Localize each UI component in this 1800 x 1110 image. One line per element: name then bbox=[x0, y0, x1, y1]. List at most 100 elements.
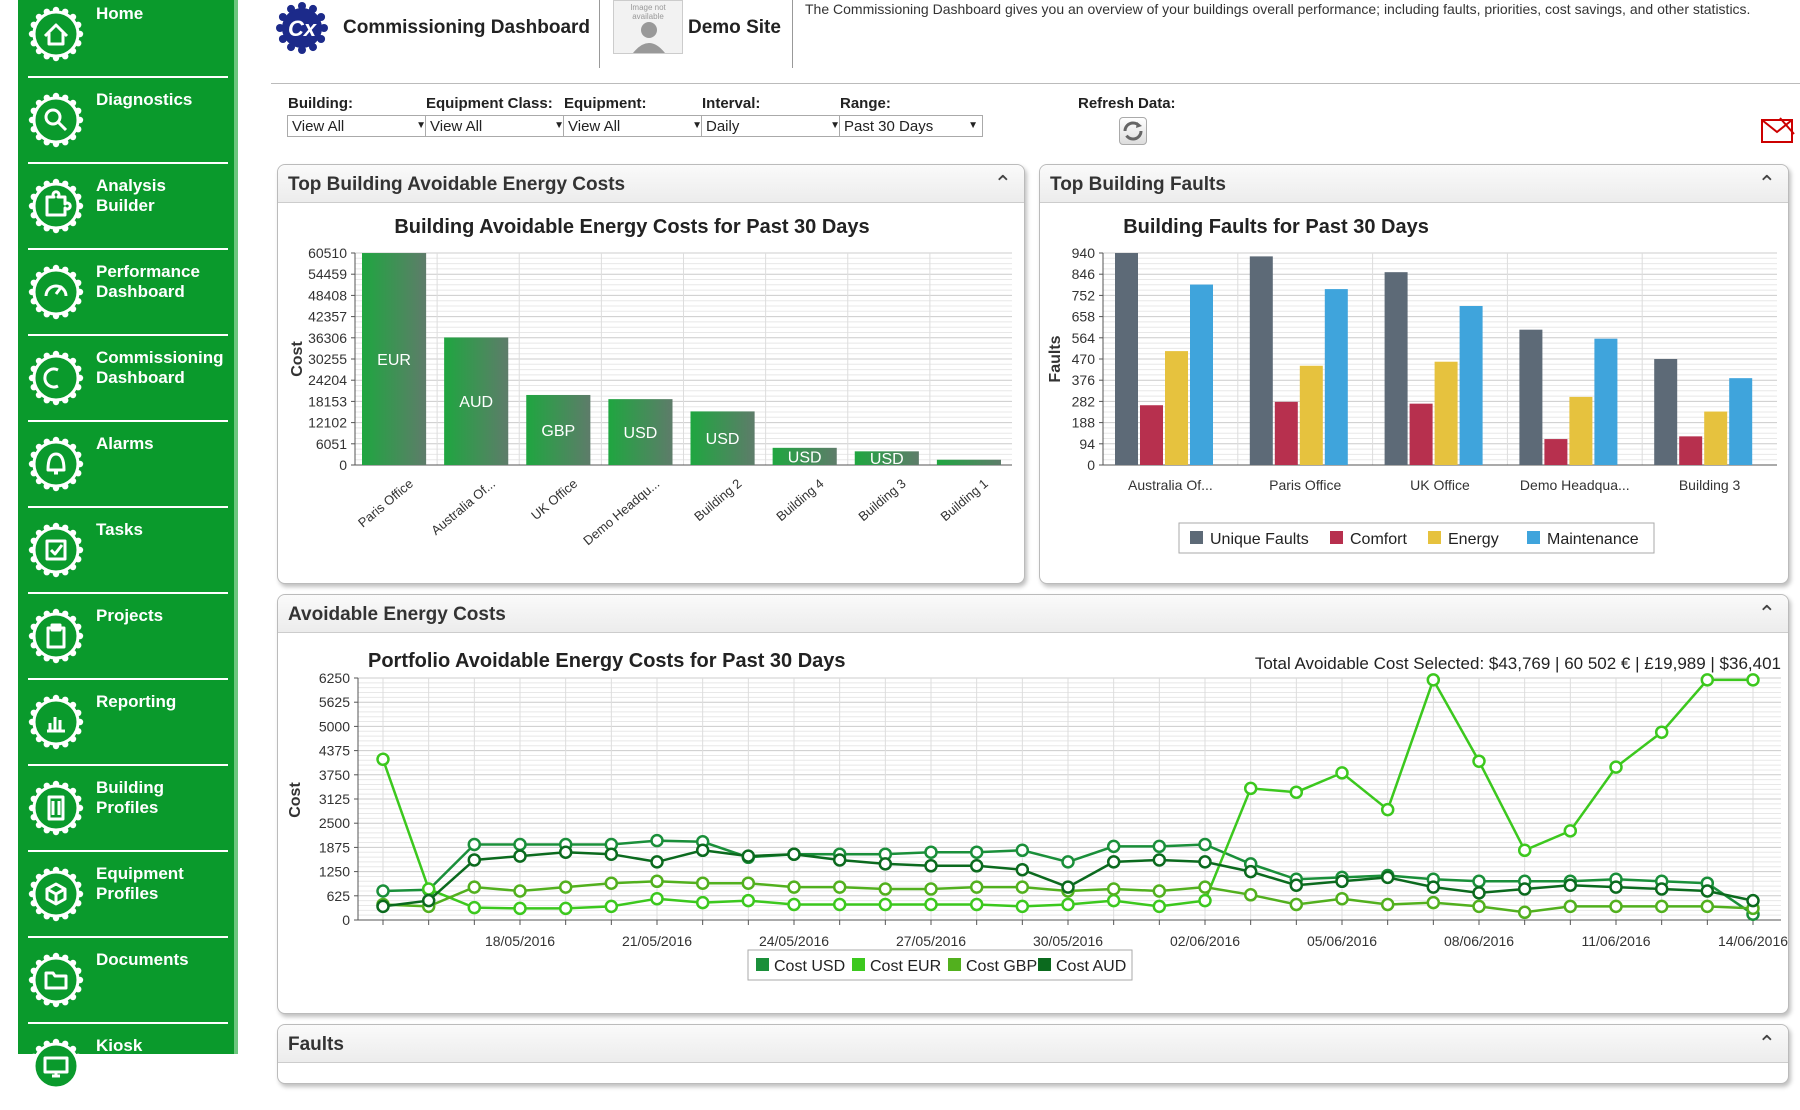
filter-label: Equipment: bbox=[564, 95, 647, 112]
data-point bbox=[1152, 899, 1167, 914]
icon-ring bbox=[32, 1042, 80, 1090]
data-point bbox=[924, 897, 938, 912]
filter-select[interactable]: View All ▼ bbox=[287, 115, 431, 137]
pdf-export-icon[interactable] bbox=[1760, 116, 1796, 146]
data-point bbox=[695, 876, 710, 890]
icon-glyph bbox=[45, 882, 67, 906]
data-point bbox=[513, 837, 527, 852]
logo-tooth bbox=[287, 43, 295, 52]
filter-label: Equipment Class: bbox=[426, 95, 553, 112]
x-tick-label: Building 2 bbox=[691, 476, 744, 524]
sidebar-item-home[interactable]: Home bbox=[18, 0, 234, 78]
refresh-button[interactable] bbox=[1119, 117, 1147, 145]
bar bbox=[1729, 378, 1753, 465]
icon-glyph bbox=[44, 284, 68, 297]
collapse-icon[interactable]: ⌃ bbox=[993, 171, 1012, 196]
bar bbox=[936, 459, 1001, 465]
filter-select[interactable]: View All ▼ bbox=[425, 115, 569, 137]
sidebar-separator bbox=[28, 1022, 228, 1024]
data-point bbox=[1380, 897, 1395, 912]
data-point bbox=[1243, 888, 1258, 902]
sidebar-item-analysis-builder[interactable]: Analysis Builder bbox=[18, 172, 234, 250]
data-point bbox=[1106, 882, 1121, 896]
chevron-down-icon: ▼ bbox=[416, 120, 426, 131]
chart-title: Portfolio Avoidable Energy Costs for Pas… bbox=[368, 650, 846, 672]
sidebar-item-label: Alarms bbox=[96, 434, 154, 453]
x-tick-label: 02/06/2016 bbox=[1170, 933, 1240, 949]
collapse-icon[interactable]: ⌃ bbox=[1757, 171, 1776, 196]
logo-tooth bbox=[309, 43, 317, 52]
x-tick-label: 24/05/2016 bbox=[759, 933, 829, 949]
sidebar-item-commissioning-dashboard[interactable]: Commissioning Dashboard bbox=[18, 344, 234, 422]
data-point bbox=[1746, 673, 1760, 687]
data-point bbox=[1106, 893, 1121, 908]
filter-select[interactable]: Daily ▼ bbox=[701, 115, 845, 137]
y-tick-label: 282 bbox=[1072, 393, 1096, 409]
bar-label: EUR bbox=[377, 352, 411, 369]
icon-glyph bbox=[46, 623, 66, 649]
sidebar-item-projects[interactable]: Projects bbox=[18, 602, 234, 680]
sidebar-item-tasks[interactable]: Tasks bbox=[18, 516, 234, 594]
data-point bbox=[1198, 893, 1212, 908]
sidebar-item-equipment-profiles[interactable]: Equipment Profiles bbox=[18, 860, 234, 938]
sidebar-item-alarms[interactable]: Alarms bbox=[18, 430, 234, 508]
sidebar-item-building-profiles[interactable]: Building Profiles bbox=[18, 774, 234, 852]
data-point bbox=[558, 901, 573, 916]
panel-header: Top Building Faults ⌃ bbox=[1040, 165, 1788, 203]
data-point bbox=[1426, 880, 1441, 894]
sidebar-item-diagnostics[interactable]: Diagnostics bbox=[18, 86, 234, 164]
x-tick-label: 05/06/2016 bbox=[1307, 933, 1377, 949]
x-tick-label: 08/06/2016 bbox=[1444, 933, 1514, 949]
x-tick-label: Demo Headqu... bbox=[580, 476, 662, 548]
x-tick-label: 30/05/2016 bbox=[1033, 933, 1103, 949]
data-point bbox=[1609, 880, 1623, 894]
y-tick-label: 376 bbox=[1072, 372, 1096, 388]
data-point bbox=[1517, 882, 1532, 896]
sidebar-item-label: Documents bbox=[96, 950, 189, 969]
panel-title: Top Building Avoidable Energy Costs bbox=[288, 174, 626, 195]
data-point bbox=[878, 857, 893, 871]
bar-label: GBP bbox=[541, 423, 575, 440]
diagnostics-icon bbox=[28, 92, 84, 148]
legend-swatch bbox=[1190, 531, 1203, 544]
filter-select[interactable]: View All ▼ bbox=[563, 115, 707, 137]
cx-logo-icon: Cx bbox=[276, 2, 328, 54]
sidebar-separator bbox=[28, 420, 228, 422]
data-point bbox=[1061, 855, 1075, 869]
data-point bbox=[650, 874, 664, 889]
sidebar-item-documents[interactable]: Documents bbox=[18, 946, 234, 1024]
filter-select[interactable]: Past 30 Days ▼ bbox=[839, 115, 983, 137]
data-point bbox=[1289, 785, 1304, 799]
data-point bbox=[1563, 899, 1578, 914]
icon-glyph bbox=[43, 23, 69, 46]
collapse-icon[interactable]: ⌃ bbox=[1757, 1031, 1776, 1056]
x-tick-label: 21/05/2016 bbox=[622, 933, 692, 949]
data-point bbox=[969, 859, 984, 873]
x-tick-label: Paris Office bbox=[1269, 477, 1341, 493]
bar bbox=[1140, 405, 1163, 465]
puzzle-icon bbox=[28, 178, 84, 234]
collapse-icon[interactable]: ⌃ bbox=[1757, 601, 1776, 626]
building-icon bbox=[28, 780, 84, 836]
x-tick-label: Building 3 bbox=[1679, 477, 1741, 493]
sidebar-item-performance-dashboard[interactable]: Performance Dashboard bbox=[18, 258, 234, 336]
data-point bbox=[558, 845, 573, 859]
x-tick-label: 27/05/2016 bbox=[896, 933, 966, 949]
chevron-down-icon: ▼ bbox=[968, 120, 978, 131]
icon-ring bbox=[32, 956, 80, 1004]
bar bbox=[1569, 396, 1593, 465]
data-point bbox=[513, 884, 527, 898]
data-point bbox=[1426, 673, 1441, 687]
sidebar-item-kiosk[interactable]: Kiosk bbox=[18, 1032, 234, 1110]
chart-title: Building Faults for Past 30 Days bbox=[1123, 216, 1429, 238]
data-point bbox=[787, 847, 801, 861]
data-point bbox=[1563, 878, 1578, 892]
sidebar-item-reporting[interactable]: Reporting bbox=[18, 688, 234, 766]
data-point bbox=[1015, 862, 1030, 877]
data-point bbox=[1472, 899, 1486, 914]
y-tick-label: 6051 bbox=[316, 436, 347, 452]
legend-label: Unique Faults bbox=[1210, 531, 1309, 548]
data-point bbox=[1472, 874, 1486, 889]
x-tick-label: Australia Of... bbox=[428, 476, 498, 538]
data-point bbox=[1198, 855, 1212, 869]
